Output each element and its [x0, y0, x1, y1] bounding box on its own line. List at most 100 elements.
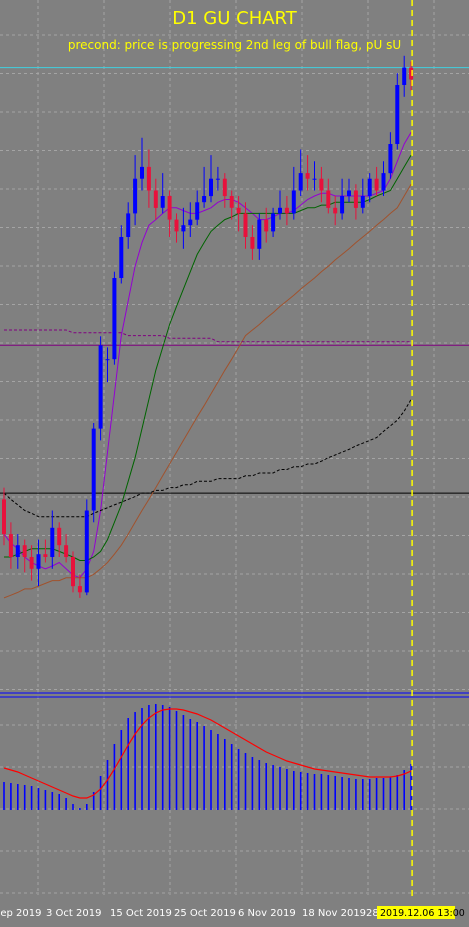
candle — [98, 336, 103, 441]
candle-body — [188, 219, 193, 226]
candle — [181, 207, 186, 249]
candle — [271, 207, 276, 237]
candle-body — [133, 178, 138, 214]
candle — [374, 166, 379, 196]
candle-body — [167, 196, 172, 220]
candle-body — [312, 178, 317, 180]
candle — [167, 190, 172, 237]
candle-body — [8, 534, 13, 557]
candle — [64, 534, 69, 563]
candle — [140, 137, 144, 191]
candle — [22, 539, 27, 573]
candle — [209, 155, 213, 203]
candle — [29, 545, 34, 581]
candle-body — [215, 178, 220, 180]
candle — [77, 574, 82, 598]
candle-body — [291, 190, 296, 214]
candle-body — [388, 144, 393, 174]
candle-body — [160, 196, 165, 208]
x-tick-label: 28 — [366, 908, 379, 919]
moving-average-black-dashed — [3, 399, 412, 518]
candle — [2, 487, 6, 546]
candle — [84, 499, 89, 596]
candle — [402, 55, 407, 97]
candle-body — [347, 190, 351, 197]
candle — [15, 534, 20, 569]
candle-body — [229, 196, 234, 208]
candle — [36, 539, 41, 587]
candle — [8, 522, 13, 569]
candle-body — [84, 510, 89, 593]
candle-body — [395, 85, 400, 144]
candle-body — [278, 207, 282, 214]
candle — [153, 178, 158, 220]
x-tick-label: 25 Oct 2019 — [174, 908, 236, 919]
candle-body — [29, 557, 34, 569]
candle — [71, 551, 75, 593]
candle-body — [326, 190, 331, 208]
x-tick-label: 18 Nov 2019 — [302, 908, 366, 919]
candle-body — [50, 527, 55, 557]
candle — [160, 173, 165, 214]
candle-body — [153, 190, 158, 208]
candle — [126, 202, 131, 249]
candle — [340, 178, 345, 220]
candle-body — [340, 196, 345, 214]
candle — [347, 178, 351, 203]
x-tick-label: Sep 2019 — [0, 908, 41, 919]
candle-body — [305, 173, 310, 179]
candle — [236, 196, 241, 232]
candle — [353, 184, 358, 220]
candle — [333, 196, 338, 226]
candle — [381, 161, 386, 196]
candle-body — [298, 173, 303, 191]
x-tick-label: 15 Oct 2019 — [110, 908, 172, 919]
candle — [91, 423, 96, 523]
candle-body — [22, 545, 27, 557]
candle-body — [57, 527, 62, 546]
candle-body — [319, 178, 324, 191]
candle — [326, 178, 331, 214]
candle — [57, 522, 62, 557]
candle — [388, 132, 393, 179]
cursor-label-box — [377, 906, 455, 919]
candle-body — [126, 213, 131, 237]
candle-body — [91, 428, 96, 511]
candle — [119, 225, 124, 284]
candle — [222, 173, 227, 208]
candlestick-series — [2, 55, 414, 598]
candle — [395, 73, 400, 150]
candle-body — [243, 213, 248, 237]
candle-body — [112, 278, 117, 360]
candle-body — [333, 207, 338, 214]
candle-body — [43, 554, 48, 557]
candle — [50, 510, 55, 569]
candle — [250, 225, 255, 260]
candle — [188, 202, 193, 237]
chart-title: D1 GU CHART — [172, 8, 297, 29]
candle-body — [250, 237, 255, 249]
candle-body — [402, 67, 407, 85]
candle-body — [209, 178, 213, 197]
candle — [360, 178, 365, 214]
candle-body — [409, 67, 414, 80]
candle — [257, 213, 262, 260]
candle — [243, 202, 248, 249]
candle-body — [257, 219, 262, 249]
candle-body — [202, 196, 207, 203]
candle-body — [174, 219, 179, 232]
horizontal-levels — [0, 67, 469, 494]
candle — [133, 155, 138, 226]
candle — [43, 539, 48, 563]
candle-body — [367, 178, 372, 197]
candle-body — [181, 225, 186, 232]
candle-body — [140, 166, 144, 179]
chart-subtitle: precond: price is progressing 2nd leg of… — [67, 38, 402, 52]
candle-body — [2, 499, 6, 535]
candle-body — [353, 190, 358, 208]
candle-body — [284, 207, 289, 214]
candle — [298, 149, 303, 196]
candle-body — [271, 213, 276, 232]
candle-body — [71, 557, 75, 587]
